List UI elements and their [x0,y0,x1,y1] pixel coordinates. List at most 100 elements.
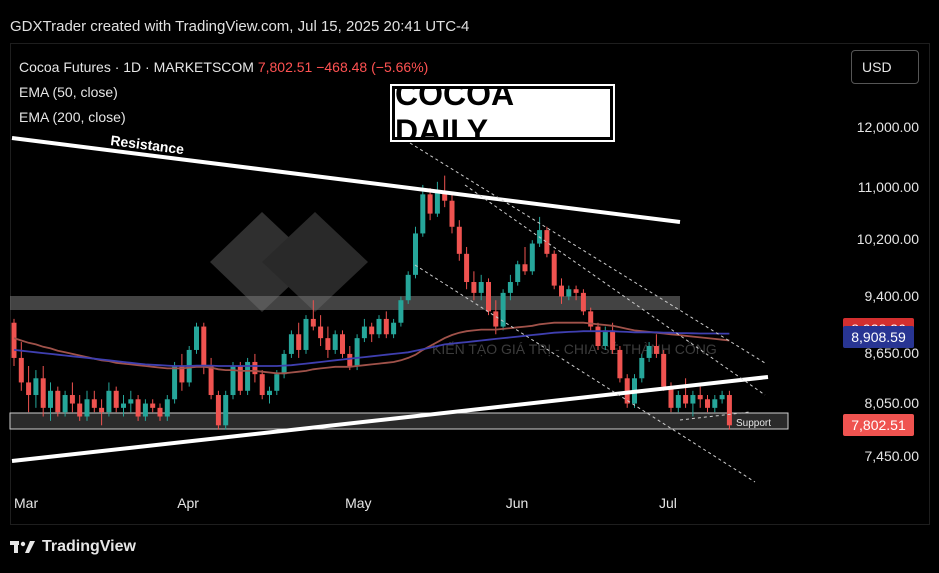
candle-body [99,407,105,413]
candle-body [303,318,309,350]
candle-body [142,403,148,417]
candle-body [559,285,564,297]
candle-body [413,233,418,275]
candle-body [361,326,367,339]
candle-body [580,292,586,312]
candle-body [551,253,557,286]
x-tick-label: Jun [505,495,529,511]
watermark-diamond-left [210,212,315,312]
candle-body [215,395,221,426]
candle-body [91,399,97,408]
y-tick-label: 11,000.00 [857,179,919,196]
legend-ema50[interactable]: EMA (50, close) [19,84,118,100]
x-tick-label: May [345,495,372,511]
candle-body [675,395,681,408]
chart-title: COCOA DAILY [390,76,615,149]
candle-body [259,374,265,396]
candle-body [48,390,53,408]
candle-body [354,338,360,366]
candle-body [230,365,236,396]
candle-body [84,399,90,417]
y-tick-label: 9,400.00 [864,287,920,304]
candle-body [646,345,652,358]
resistance-zone [10,296,680,310]
candle-body [486,282,491,312]
candle-body [522,264,528,272]
candle-body [617,349,623,379]
legend-ema200[interactable]: EMA (200, close) [19,109,126,125]
candle-body [661,353,667,387]
candle-body [18,357,24,383]
channel-upper-line [409,142,766,364]
ema200-line [13,330,730,367]
watermark-slogan: KIẾN TẠO GIÁ TRỊ - CHIA SẺ THÀNH CÔNG [432,341,717,357]
candle-body [464,253,470,283]
candle-body [500,292,506,327]
candle-body [201,326,207,366]
candle-body [106,390,112,413]
candle-body [602,330,608,346]
candle-body [179,365,185,383]
candle-body [420,194,426,234]
symbol-description: Cocoa Futures · 1D · MARKETSCOM [19,59,254,75]
candle-body [172,365,178,400]
candle-body [639,357,645,379]
candle-body [573,289,579,293]
x-tick-label: Jul [659,495,677,511]
candle-body [427,194,433,214]
support-zone [9,412,789,430]
candle-body [281,353,287,375]
candle-body [208,365,214,396]
y-tick-label: 8,650.00 [864,344,920,361]
candle-body [405,274,411,301]
x-tick-label: Apr [177,495,199,511]
candle-body [683,395,689,404]
candle-body [194,326,199,350]
candle-body [544,230,550,254]
candle-body [442,191,448,201]
candle-body [653,345,659,354]
x-tick-label: Mar [14,495,39,511]
candle-body [296,334,302,350]
candle-body [595,326,601,346]
y-tick-label: 12,000.00 [856,119,919,135]
footer: TradingView [10,538,136,556]
candle-body [55,390,61,413]
ema200-price-tag: 8,908.59 [843,325,914,348]
candle-body [391,322,397,335]
currency-button[interactable]: USD [851,50,919,84]
candle-body [325,338,331,350]
candle-body [157,407,163,417]
candle-body [121,403,126,408]
candle-body [588,311,594,327]
hct-watermark: KIẾN TẠO GIÁ TRỊ - CHIA SẺ THÀNH CÔNG [210,212,717,357]
candle-body [288,334,294,354]
candle-body [705,399,710,408]
ema50-line [13,321,730,375]
candle-body [434,191,440,214]
candle-body [719,395,725,400]
price-change: −468.48 (−5.66%) [316,59,429,75]
candle-body [223,395,229,426]
candle-body [529,243,535,272]
support-trendline [11,375,769,463]
candle-body [26,382,32,396]
candle-body [62,395,68,413]
candle-body [245,361,251,391]
candle-body [712,399,718,408]
candle-body [383,318,389,335]
candle-body [11,322,17,358]
candle-body [726,395,732,426]
channel-lower-line [414,264,756,483]
candle-body [69,395,75,404]
candle-body [33,378,39,396]
candle-body [128,399,134,404]
candle-body [478,282,484,293]
candle-body [252,361,258,375]
candle-body [318,326,324,339]
last-price: 7,802.51 [257,59,313,75]
y-tick-label: 8,050.00 [864,394,920,411]
candle-body [566,289,572,297]
candle-body [376,318,382,335]
